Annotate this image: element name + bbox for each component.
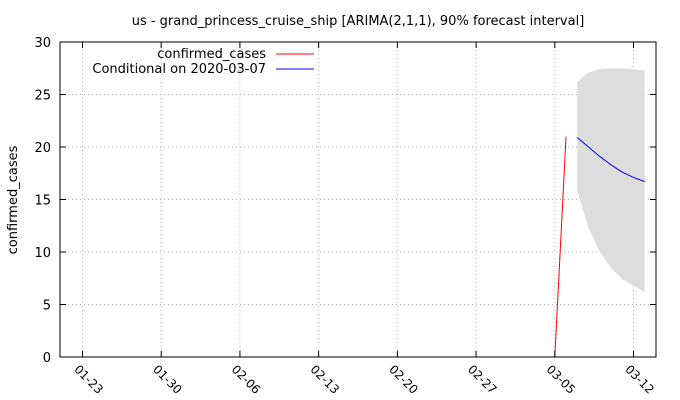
conditional-forecast-line: [576, 137, 645, 183]
legend-label-conditional: Conditional on 2020-03-07: [92, 62, 266, 77]
x-tick-label: 02-20: [386, 362, 421, 397]
x-tick-label: 03-05: [544, 362, 579, 397]
legend-label-confirmed-cases: confirmed_cases: [157, 47, 266, 62]
forecast-interval-band: [577, 68, 645, 292]
y-tick-label: 10: [34, 246, 51, 261]
y-tick-label: 5: [43, 299, 51, 314]
x-tick-label: 03-12: [622, 362, 657, 397]
x-tick-label: 01-23: [71, 362, 106, 397]
chart-title: us - grand_princess_cruise_ship [ARIMA(2…: [132, 14, 585, 29]
y-tick-label: 25: [34, 89, 51, 104]
series-lines: [554, 136, 645, 358]
x-tick-label: 02-06: [229, 362, 264, 397]
legend: confirmed_cases Conditional on 2020-03-0…: [92, 47, 314, 77]
confirmed-cases-line: [554, 136, 567, 358]
y-tick-label: 0: [43, 351, 51, 366]
y-tick-label: 30: [34, 36, 51, 51]
x-tick-label: 01-30: [150, 362, 185, 397]
y-tick-label: 20: [34, 141, 51, 156]
x-tick-label: 02-13: [308, 362, 343, 397]
y-tick-label: 15: [34, 194, 51, 209]
x-tick-label: 02-27: [465, 362, 500, 397]
forecast-interval-area: [577, 68, 645, 292]
axis-ticks: 0 5 10 15 20 25 30 01-23 01-30 02-06 02-13 02-20 02-…: [34, 36, 656, 397]
y-axis-label: confirmed_cases: [6, 145, 21, 254]
grid-lines: [60, 42, 656, 357]
plot-frame: [59, 41, 657, 358]
